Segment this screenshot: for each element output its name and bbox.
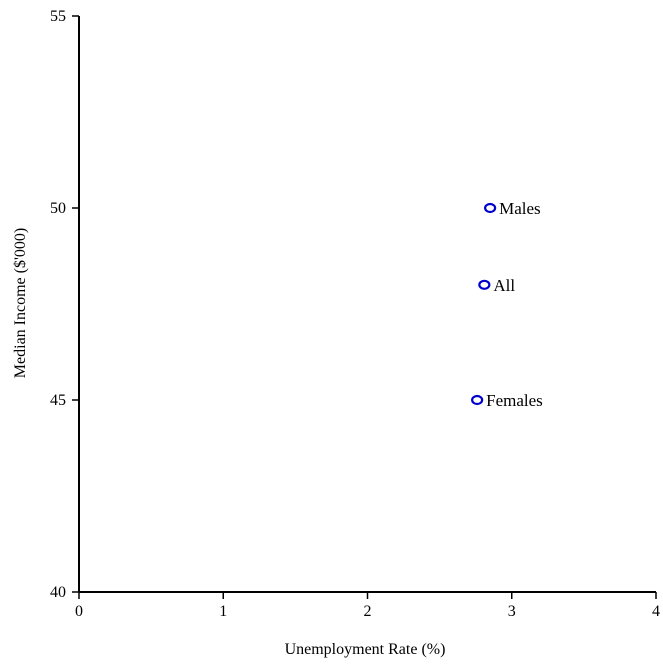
x-axis-title: Unemployment Rate (%) [285, 641, 446, 658]
x-tick-label: 2 [364, 603, 372, 620]
data-points: Males All Females [471, 199, 543, 410]
y-axis-title: Median Income ($'000) [12, 228, 29, 378]
x-ticks: 0 1 2 3 4 [75, 592, 660, 620]
x-tick-label: 0 [75, 603, 83, 620]
axes [78, 16, 656, 593]
y-tick-label: 55 [50, 8, 66, 25]
data-point-label: Males [499, 199, 541, 218]
data-point-marker [484, 202, 497, 214]
y-tick-label: 45 [50, 392, 66, 409]
y-tick-label: 40 [50, 584, 66, 601]
x-tick-label: 4 [652, 603, 660, 620]
x-tick-label: 3 [508, 603, 516, 620]
data-point-label: Females [486, 391, 543, 410]
y-tick-label: 50 [50, 200, 66, 217]
data-point-label: All [493, 276, 515, 295]
data-point-marker [471, 394, 484, 406]
x-tick-label: 1 [219, 603, 227, 620]
data-point-marker [478, 279, 491, 290]
y-ticks: 40 45 50 55 [50, 8, 79, 601]
